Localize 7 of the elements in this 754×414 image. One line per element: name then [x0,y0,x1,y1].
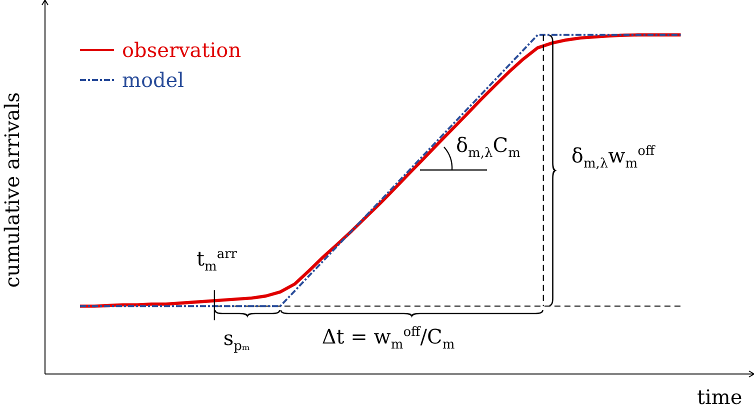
x-axis-title: time [697,385,742,409]
legend-label: observation [122,38,242,62]
annotation: s$_{pₘ}$ [223,326,250,354]
legend-label: model [122,68,184,92]
y-axis-title: cumulative arrivals [0,92,24,288]
annotation: δ$_{m,λ}$C$_{m}$ [456,133,520,161]
annotation: Δt = w$_{m}$$^{off}$/C$_{m}$ [322,324,455,353]
